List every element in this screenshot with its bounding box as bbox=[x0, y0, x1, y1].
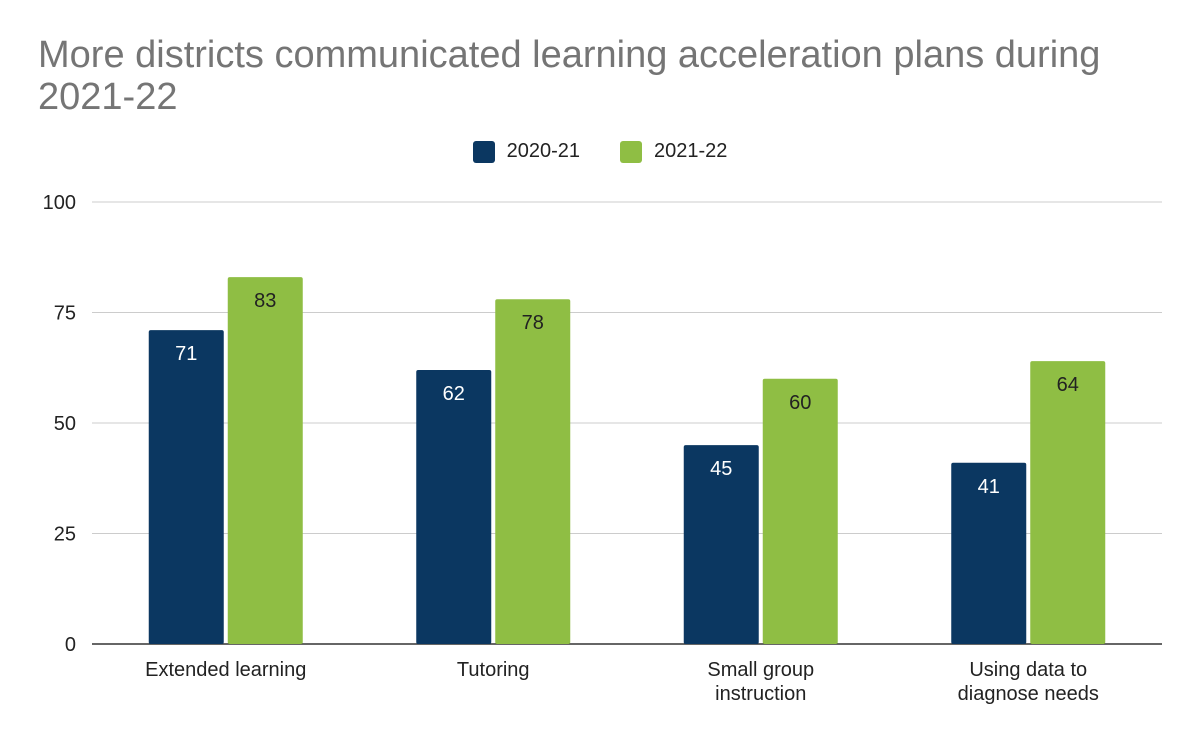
data-label: 64 bbox=[1057, 374, 1079, 396]
bar bbox=[148, 330, 224, 644]
x-tick-label: Extended learning bbox=[145, 659, 306, 681]
legend-item-2020-21: 2020-21 bbox=[472, 140, 580, 163]
data-label: 62 bbox=[443, 383, 465, 405]
y-tick-label: 50 bbox=[54, 413, 76, 435]
y-tick-label: 100 bbox=[43, 192, 76, 214]
bar bbox=[495, 299, 571, 644]
y-tick-label: 25 bbox=[54, 524, 76, 546]
legend-item-2021-22: 2021-22 bbox=[620, 140, 727, 163]
chart-title: More districts communicated learning acc… bbox=[38, 34, 1101, 118]
legend-swatch bbox=[620, 140, 642, 163]
data-label: 45 bbox=[710, 458, 732, 480]
data-label: 60 bbox=[789, 392, 811, 414]
data-label: 83 bbox=[254, 290, 276, 312]
legend-swatch bbox=[472, 140, 495, 163]
x-tick-label: diagnose needs bbox=[958, 683, 1099, 705]
data-label: 78 bbox=[522, 312, 544, 334]
bar bbox=[951, 462, 1027, 644]
legend: 2020-21 2021-22 bbox=[0, 140, 1200, 163]
x-tick-label: Using data to bbox=[969, 659, 1087, 681]
x-tick-label: Tutoring bbox=[457, 659, 530, 681]
legend-label: 2021-22 bbox=[654, 140, 728, 162]
x-tick-label: Small group bbox=[707, 659, 814, 681]
bar bbox=[683, 445, 759, 644]
bar bbox=[227, 277, 303, 644]
x-tick-label: instruction bbox=[715, 683, 806, 705]
legend-label: 2020-21 bbox=[506, 140, 580, 162]
y-tick-label: 75 bbox=[54, 303, 76, 325]
data-label: 41 bbox=[978, 476, 1000, 498]
y-tick-label: 0 bbox=[65, 634, 76, 656]
bar bbox=[416, 369, 492, 644]
bar bbox=[762, 378, 838, 644]
data-label: 71 bbox=[175, 343, 197, 365]
bar bbox=[1030, 361, 1106, 644]
